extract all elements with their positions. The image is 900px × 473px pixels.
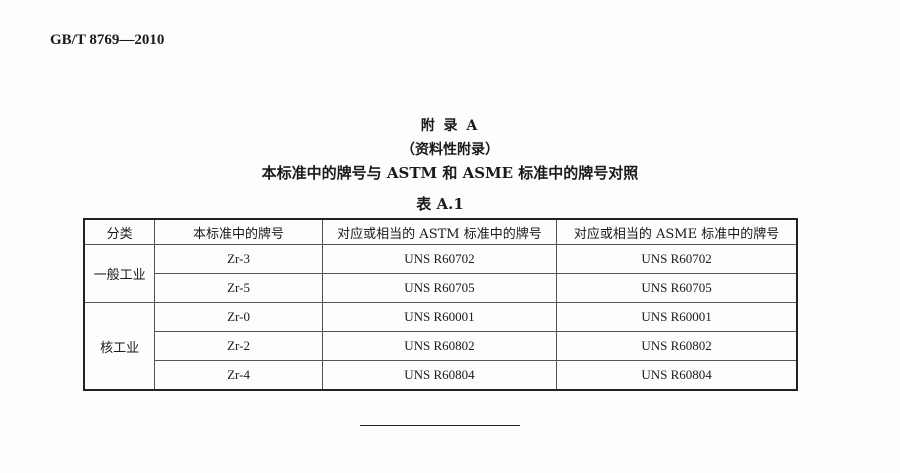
main-title: 本标准中的牌号与 ASTM 和 ASME 标准中的牌号对照	[261, 164, 639, 182]
column-header: 本标准中的牌号	[154, 218, 323, 245]
table-header-row: 分类 本标准中的牌号 对应或相当的 ASTM 标准中的牌号 对应或相当的 ASM…	[83, 218, 798, 245]
asme-cell: UNS R60702	[556, 244, 798, 274]
grade-cell: Zr-3	[154, 244, 323, 274]
asme-cell: UNS R60804	[556, 360, 798, 391]
astm-cell: UNS R60705	[321, 273, 558, 303]
astm-cell: UNS R60702	[321, 244, 558, 274]
grade-cell: Zr-5	[154, 273, 323, 303]
grade-cell: Zr-4	[154, 360, 323, 391]
asme-cell: UNS R60802	[556, 331, 798, 361]
column-header: 对应或相当的 ASME 标准中的牌号	[556, 218, 798, 245]
table-row: 一般工业 Zr-3 UNS R60702 UNS R60702	[83, 244, 798, 303]
category-cell: 一般工业	[83, 244, 156, 303]
astm-cell: UNS R60802	[321, 331, 558, 361]
column-header: 对应或相当的 ASTM 标准中的牌号	[321, 218, 558, 245]
appendix-type: （资料性附录）	[401, 142, 499, 158]
astm-cell: UNS R60001	[321, 302, 558, 332]
table-row: Zr-2 UNS R60802 UNS R60802	[84, 331, 798, 361]
asme-cell: UNS R60705	[556, 273, 798, 303]
standard-code: GB/T 8769—2010	[50, 32, 165, 48]
table-row: Zr-5 UNS R60705 UNS R60705	[84, 273, 798, 303]
table-caption: 表 A.1	[416, 195, 464, 213]
grade-cell: Zr-2	[154, 331, 323, 361]
category-cell: 核工业	[83, 302, 156, 391]
grade-cell: Zr-0	[154, 302, 323, 332]
column-header: 分类	[83, 218, 156, 245]
table-row: 核工业 Zr-0 UNS R60001 UNS R60001	[83, 302, 798, 391]
end-rule-divider	[360, 425, 520, 426]
table-row: Zr-4 UNS R60804 UNS R60804	[84, 360, 798, 391]
grade-comparison-table: 分类 本标准中的牌号 对应或相当的 ASTM 标准中的牌号 对应或相当的 ASM…	[83, 218, 798, 391]
asme-cell: UNS R60001	[556, 302, 798, 332]
astm-cell: UNS R60804	[321, 360, 558, 391]
appendix-title: 附 录 A	[420, 118, 480, 134]
